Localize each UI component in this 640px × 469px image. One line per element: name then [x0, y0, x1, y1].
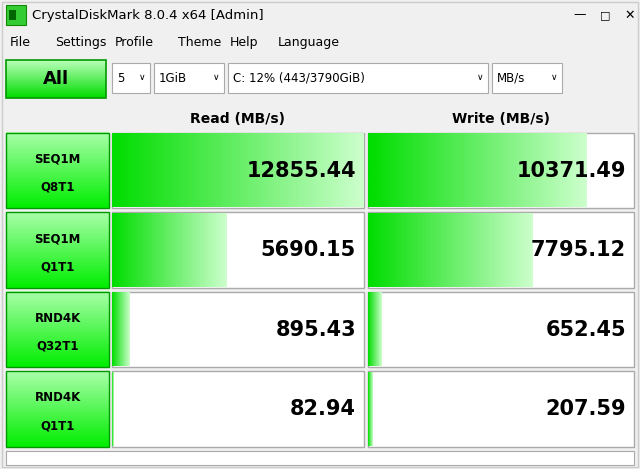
Bar [368, 212, 634, 288]
Bar [112, 292, 364, 368]
Text: Help: Help [230, 36, 259, 49]
Bar [0, 0, 640, 30]
Bar [0, 30, 640, 55]
Text: Language: Language [278, 36, 340, 49]
Text: Q1T1: Q1T1 [40, 419, 75, 432]
Text: CrystalDiskMark 8.0.4 x64 [Admin]: CrystalDiskMark 8.0.4 x64 [Admin] [32, 8, 264, 22]
Text: 82.94: 82.94 [290, 399, 356, 419]
Bar [368, 292, 634, 368]
Bar [112, 371, 364, 447]
Text: —: — [573, 8, 586, 22]
Bar [0, 55, 640, 105]
Text: ∨: ∨ [550, 74, 557, 83]
Text: Profile: Profile [115, 36, 154, 49]
Text: 652.45: 652.45 [545, 320, 626, 340]
Text: ∨: ∨ [212, 74, 220, 83]
Bar [0, 105, 640, 133]
Bar [228, 63, 488, 93]
Text: SEQ1M: SEQ1M [35, 153, 81, 166]
Text: ∨: ∨ [477, 74, 483, 83]
Bar [9, 10, 16, 20]
Text: 895.43: 895.43 [275, 320, 356, 340]
Text: 207.59: 207.59 [545, 399, 626, 419]
Text: C: 12% (443/3790GiB): C: 12% (443/3790GiB) [233, 71, 365, 84]
Text: ✕: ✕ [625, 8, 636, 22]
Bar [6, 292, 109, 368]
Text: Write (MB/s): Write (MB/s) [452, 112, 550, 126]
Text: 7795.12: 7795.12 [531, 240, 626, 260]
Bar [6, 5, 26, 25]
Text: SEQ1M: SEQ1M [35, 233, 81, 245]
Text: 12855.44: 12855.44 [246, 161, 356, 181]
Text: RND4K: RND4K [35, 312, 81, 325]
Text: RND4K: RND4K [35, 392, 81, 404]
Text: Q32T1: Q32T1 [36, 340, 79, 353]
Text: □: □ [600, 10, 611, 20]
Text: Q1T1: Q1T1 [40, 260, 75, 273]
Text: 10371.49: 10371.49 [516, 161, 626, 181]
Bar [154, 63, 224, 93]
Bar [6, 60, 106, 98]
Bar [112, 133, 364, 209]
Text: 5690.15: 5690.15 [260, 240, 356, 260]
Bar [6, 371, 109, 447]
Bar [368, 133, 634, 209]
Text: File: File [10, 36, 31, 49]
Bar [6, 451, 634, 465]
Text: Q8T1: Q8T1 [40, 181, 75, 194]
Text: Read (MB/s): Read (MB/s) [191, 112, 285, 126]
Text: Theme: Theme [178, 36, 221, 49]
Text: ∨: ∨ [139, 74, 145, 83]
Text: MB/s: MB/s [497, 71, 525, 84]
Text: Settings: Settings [55, 36, 106, 49]
Text: 1GiB: 1GiB [159, 71, 187, 84]
Bar [112, 63, 150, 93]
Bar [112, 212, 364, 288]
Bar [368, 371, 634, 447]
Text: All: All [43, 70, 69, 88]
Bar [492, 63, 562, 93]
Bar [6, 133, 109, 209]
Text: 5: 5 [117, 71, 124, 84]
Bar [6, 212, 109, 288]
